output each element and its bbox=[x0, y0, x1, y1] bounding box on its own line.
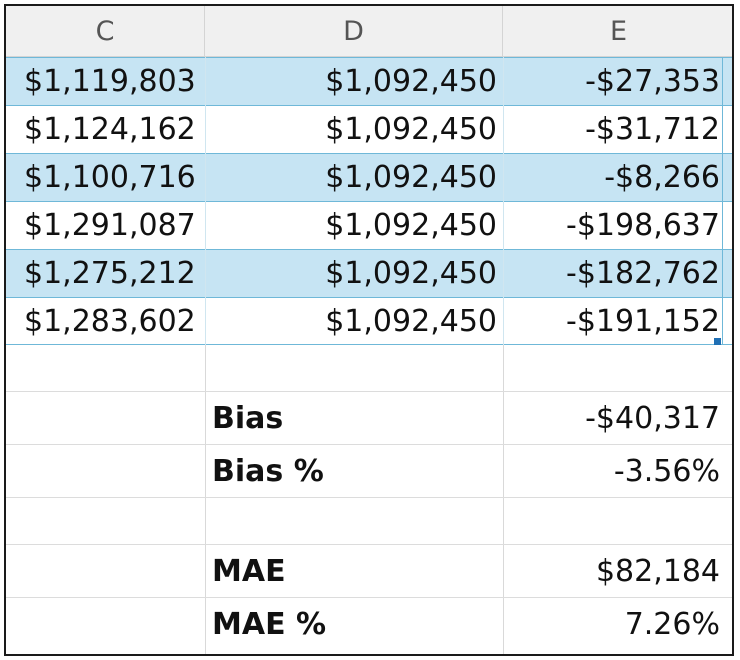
cell-d[interactable]: $1,092,450 bbox=[325, 160, 497, 195]
grid-divider bbox=[6, 497, 732, 498]
table-row: $1,291,087 $1,092,450 -$198,637 bbox=[6, 201, 732, 249]
summary-row-mae-pct: MAE % 7.26% bbox=[6, 598, 732, 650]
table-row: $1,283,602 $1,092,450 -$191,152 bbox=[6, 297, 732, 345]
mae-label[interactable]: MAE bbox=[212, 553, 286, 589]
column-header-c[interactable]: C bbox=[6, 6, 205, 57]
grid-divider bbox=[6, 544, 732, 545]
grid-divider bbox=[6, 444, 732, 445]
bias-value[interactable]: -$40,317 bbox=[585, 400, 720, 436]
mae-value[interactable]: $82,184 bbox=[595, 553, 720, 589]
cell-c[interactable]: $1,119,803 bbox=[24, 64, 196, 99]
column-header-d[interactable]: D bbox=[205, 6, 503, 57]
spreadsheet-grid: C D E $1,119,803 $1,092,450 -$27,353 $1,… bbox=[4, 4, 734, 656]
grid-divider bbox=[6, 391, 732, 392]
cell-e[interactable]: -$198,637 bbox=[566, 208, 720, 243]
bias-pct-value[interactable]: -3.56% bbox=[613, 453, 720, 489]
mae-pct-value[interactable]: 7.26% bbox=[624, 606, 720, 642]
bias-pct-label[interactable]: Bias % bbox=[212, 453, 324, 489]
cell-d[interactable]: $1,092,450 bbox=[325, 303, 497, 339]
cell-c[interactable]: $1,275,212 bbox=[24, 256, 196, 291]
cell-c[interactable]: $1,100,716 bbox=[24, 160, 196, 195]
grid-divider bbox=[503, 57, 504, 345]
cell-e[interactable]: -$191,152 bbox=[566, 303, 720, 339]
grid-divider bbox=[503, 345, 504, 654]
cell-c[interactable]: $1,124,162 bbox=[24, 112, 196, 147]
grid-divider bbox=[205, 57, 206, 345]
table-row: $1,100,716 $1,092,450 -$8,266 bbox=[6, 153, 732, 201]
cell-d[interactable]: $1,092,450 bbox=[325, 64, 497, 99]
cell-d[interactable]: $1,092,450 bbox=[325, 256, 497, 291]
summary-row-mae: MAE $82,184 bbox=[6, 545, 732, 597]
cell-e[interactable]: -$27,353 bbox=[585, 64, 720, 99]
cell-e[interactable]: -$182,762 bbox=[566, 256, 720, 291]
grid-divider bbox=[205, 345, 206, 654]
column-header-e[interactable]: E bbox=[503, 6, 732, 57]
grid-divider bbox=[6, 597, 732, 598]
cell-e[interactable]: -$31,712 bbox=[585, 112, 720, 147]
table-row: $1,275,212 $1,092,450 -$182,762 bbox=[6, 249, 732, 297]
summary-row-bias-pct: Bias % -3.56% bbox=[6, 445, 732, 497]
cell-c[interactable]: $1,291,087 bbox=[24, 208, 196, 243]
cell-e[interactable]: -$8,266 bbox=[604, 160, 720, 195]
table-right-border bbox=[722, 57, 723, 345]
table-row: $1,124,162 $1,092,450 -$31,712 bbox=[6, 105, 732, 153]
fill-handle[interactable] bbox=[714, 338, 721, 345]
cell-d[interactable]: $1,092,450 bbox=[325, 208, 497, 243]
summary-row-bias: Bias -$40,317 bbox=[6, 392, 732, 444]
bias-label[interactable]: Bias bbox=[212, 400, 284, 436]
cell-c[interactable]: $1,283,602 bbox=[24, 303, 196, 339]
mae-pct-label[interactable]: MAE % bbox=[212, 606, 327, 642]
table-row: $1,119,803 $1,092,450 -$27,353 bbox=[6, 57, 732, 105]
cell-d[interactable]: $1,092,450 bbox=[325, 112, 497, 147]
